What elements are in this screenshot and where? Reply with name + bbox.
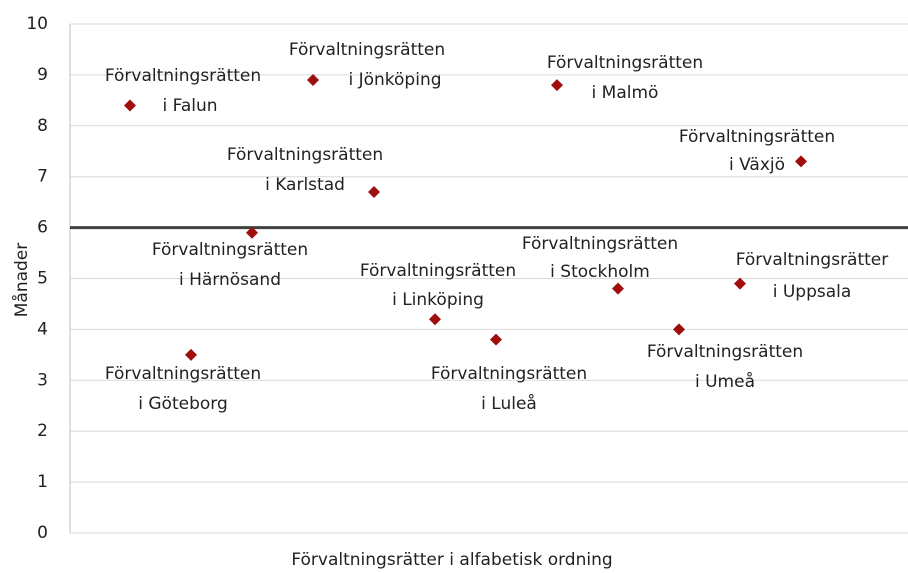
point-label: i Härnösand xyxy=(179,270,281,290)
y-axis-label: Månader xyxy=(11,243,32,318)
marker xyxy=(246,226,258,239)
y-tick-label: 8 xyxy=(37,116,48,136)
marker xyxy=(185,348,197,361)
marker xyxy=(490,333,502,346)
point-label: Förvaltningsrätter xyxy=(736,250,889,270)
point-label: i Jönköping xyxy=(348,70,441,90)
point-label: Förvaltningsrätten xyxy=(679,127,835,147)
point-label: Förvaltningsrätten xyxy=(431,364,587,384)
marker xyxy=(124,99,136,112)
y-tick-label: 1 xyxy=(37,472,48,492)
y-tick-label: 2 xyxy=(37,421,48,441)
y-tick-label: 6 xyxy=(37,218,48,238)
y-tick-label: 10 xyxy=(26,14,48,34)
marker xyxy=(307,73,319,86)
y-tick-label: 3 xyxy=(37,370,48,390)
marker xyxy=(612,282,624,295)
y-tick-label: 9 xyxy=(37,65,48,85)
point-label: i Karlstad xyxy=(265,175,345,195)
marker xyxy=(429,313,441,326)
point-label: Förvaltningsrätten xyxy=(105,364,261,384)
point-label: Förvaltningsrätten xyxy=(647,342,803,362)
y-tick-label: 4 xyxy=(37,319,48,339)
marker xyxy=(368,185,380,198)
marker xyxy=(551,79,563,92)
point-label: Förvaltningsrätten xyxy=(105,66,261,86)
point-label: Förvaltningsrätten xyxy=(522,234,678,254)
point-label: i Göteborg xyxy=(138,394,228,414)
y-tick-label: 5 xyxy=(37,269,48,289)
point-label: i Stockholm xyxy=(550,262,650,282)
marker xyxy=(673,323,685,336)
point-label: Förvaltningsrätten xyxy=(152,240,308,260)
point-label: Förvaltningsrätten xyxy=(227,145,383,165)
y-tick-label: 0 xyxy=(37,523,48,543)
point-label: Förvaltningsrätten xyxy=(547,53,703,73)
point-label: Förvaltningsrätten xyxy=(360,261,516,281)
point-label: i Luleå xyxy=(481,393,537,414)
point-label: i Linköping xyxy=(392,290,484,310)
point-label: i Falun xyxy=(162,96,217,116)
marker xyxy=(795,155,807,168)
point-label: i Malmö xyxy=(592,83,659,103)
x-axis-label: Förvaltningsrätter i alfabetisk ordning xyxy=(291,550,612,570)
marker xyxy=(734,277,746,290)
point-label: Förvaltningsrätten xyxy=(289,40,445,60)
point-label: i Uppsala xyxy=(773,282,852,302)
point-label: i Umeå xyxy=(695,371,755,392)
y-tick-label: 7 xyxy=(37,167,48,187)
point-label: i Växjö xyxy=(729,155,785,175)
